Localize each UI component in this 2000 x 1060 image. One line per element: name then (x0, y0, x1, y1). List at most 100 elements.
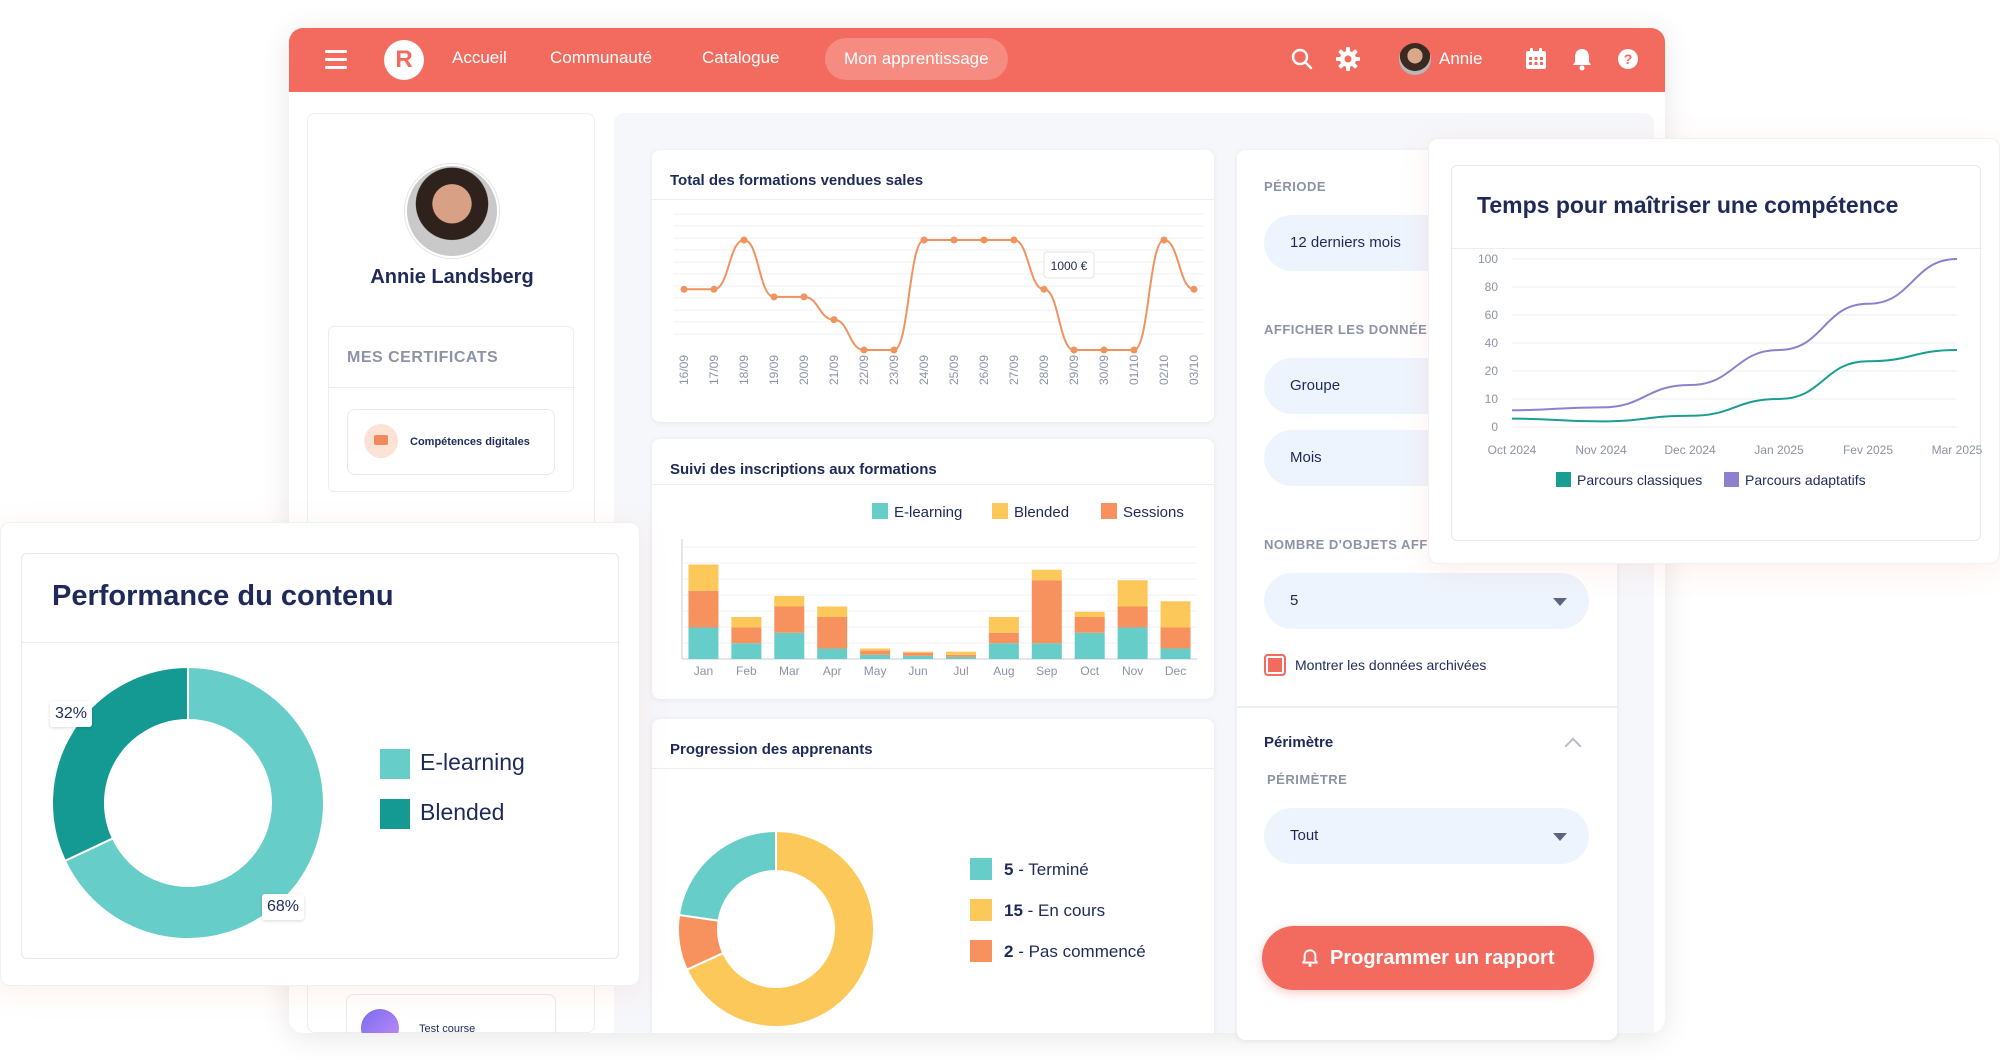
chevron-up-icon[interactable] (1564, 737, 1582, 755)
legend-sessions: Sessions (1101, 503, 1184, 521)
bar-segment (817, 606, 848, 617)
x-tick-label: Mar (779, 664, 800, 678)
x-tick-label: Oct 2024 (1488, 443, 1537, 457)
bell-icon (1302, 949, 1318, 967)
x-tick-label: Dec 2024 (1664, 443, 1716, 457)
x-tick-label: Nov (1122, 664, 1143, 678)
user-avatar[interactable] (1399, 43, 1431, 75)
bar-segment (1031, 569, 1062, 581)
schedule-report-button[interactable]: Programmer un rapport (1262, 926, 1594, 990)
count-value: 5 (1290, 592, 1299, 609)
x-tick-label: 16/09 (677, 355, 691, 385)
donut-slice (63, 665, 325, 940)
bar-segment (1074, 632, 1105, 659)
data-point (1190, 285, 1198, 293)
calendar-icon[interactable] (1523, 46, 1549, 72)
bar-segment (731, 617, 762, 628)
nav-catalogue[interactable]: Catalogue (702, 48, 780, 67)
x-tick-label: 02/10 (1157, 355, 1171, 385)
y-tick-label: 100 (1478, 252, 1498, 266)
certificate-badge-icon (364, 424, 398, 458)
divider (652, 199, 1214, 200)
bell-icon[interactable] (1569, 46, 1595, 72)
bar-segment (1031, 643, 1062, 659)
performance-overlay: Performance du contenu 32% 68% E-learnin… (0, 522, 640, 986)
divider (652, 484, 1214, 485)
data-point (890, 346, 898, 354)
legend-swatch (970, 858, 992, 880)
bar-segment (988, 643, 1019, 659)
help-icon[interactable]: ? (1615, 46, 1641, 72)
y-tick-label: 0 (1491, 420, 1498, 434)
sales-tooltip: 1000 € (1043, 251, 1095, 279)
x-tick-label: 25/09 (947, 355, 961, 385)
certificates-section: MES CERTIFICATS Compétences digitales (328, 326, 575, 492)
bar-segment (860, 648, 891, 651)
chevron-down-icon (1553, 833, 1567, 841)
course-video-icon (361, 1009, 399, 1033)
brand-logo[interactable]: R (384, 40, 424, 80)
data-point (830, 316, 838, 324)
legend-parcours-classiques: Parcours classiques (1556, 472, 1702, 488)
course-label: Test course (419, 1023, 476, 1033)
bar-segment (1117, 606, 1148, 628)
count-select[interactable]: 5 (1264, 573, 1589, 629)
donut-slice (685, 829, 875, 1028)
data-point (1100, 346, 1108, 354)
nav-communaute[interactable]: Communauté (550, 48, 653, 67)
user-name[interactable]: Annie (1439, 49, 1483, 68)
bar-segment (988, 632, 1019, 644)
performance-title: Performance du contenu (52, 580, 394, 612)
bar-segment (731, 643, 762, 659)
x-tick-label: Dec (1165, 664, 1186, 678)
sales-title: Total des formations vendues sales (670, 172, 924, 189)
legend-parcours-adaptatifs: Parcours adaptatifs (1724, 472, 1866, 488)
top-navigation-bar: R Accueil Communauté Catalogue Mon appre… (289, 28, 1665, 92)
bar-segment (817, 648, 848, 659)
search-icon[interactable] (1289, 46, 1315, 72)
x-tick-label: 03/10 (1187, 355, 1201, 385)
x-tick-label: Nov 2024 (1575, 443, 1627, 457)
perimeter-header[interactable]: Périmètre (1264, 734, 1334, 751)
nav-accueil[interactable]: Accueil (452, 48, 507, 67)
perimeter-select[interactable]: Tout (1264, 808, 1589, 864)
elearning-percent-label: 68% (262, 894, 305, 920)
bar-segment (731, 627, 762, 644)
bar-segment (945, 651, 976, 655)
nav-mon-apprentissage[interactable]: Mon apprentissage (825, 38, 1008, 80)
bar-segment (774, 596, 805, 607)
donut-slice (677, 829, 777, 922)
bar-segment (1160, 648, 1191, 659)
bar-segment (688, 627, 719, 659)
x-tick-label: Jan 2025 (1754, 443, 1804, 457)
gear-icon[interactable] (1335, 46, 1361, 72)
bar-segment (774, 606, 805, 633)
period-label: PÉRIODE (1264, 179, 1327, 194)
x-tick-label: May (864, 664, 887, 678)
count-label: NOMBRE D'OBJETS AFFIC (1264, 537, 1442, 552)
sales-series-line (683, 238, 1195, 351)
schedule-report-label: Programmer un rapport (1330, 947, 1555, 969)
x-tick-label: Feb (736, 664, 757, 678)
donut-slice (51, 665, 189, 863)
performance-donut-chart (51, 665, 325, 940)
mastery-overlay: Temps pour maîtriser une compétence 0 10 2… (1428, 138, 2000, 564)
legend-blended: Blended (992, 503, 1069, 521)
certificates-title: MES CERTIFICATS (347, 349, 499, 366)
certificate-item[interactable]: Compétences digitales (347, 409, 555, 475)
bar-segment (903, 655, 934, 659)
bar-segment (688, 564, 719, 591)
data-point (1040, 285, 1048, 293)
archived-checkbox[interactable] (1264, 654, 1286, 676)
bar-segment (903, 651, 934, 653)
divider (329, 387, 575, 388)
course-item[interactable]: Test course (346, 994, 556, 1033)
series-line (1511, 258, 1958, 412)
hamburger-icon[interactable] (325, 50, 347, 70)
x-tick-label: 28/09 (1037, 355, 1051, 385)
bar-segment (1160, 601, 1191, 628)
x-tick-label: 22/09 (857, 355, 871, 385)
certificate-label: Compétences digitales (410, 436, 530, 448)
y-tick-label: 20 (1485, 364, 1499, 378)
x-tick-label: Oct (1080, 664, 1099, 678)
